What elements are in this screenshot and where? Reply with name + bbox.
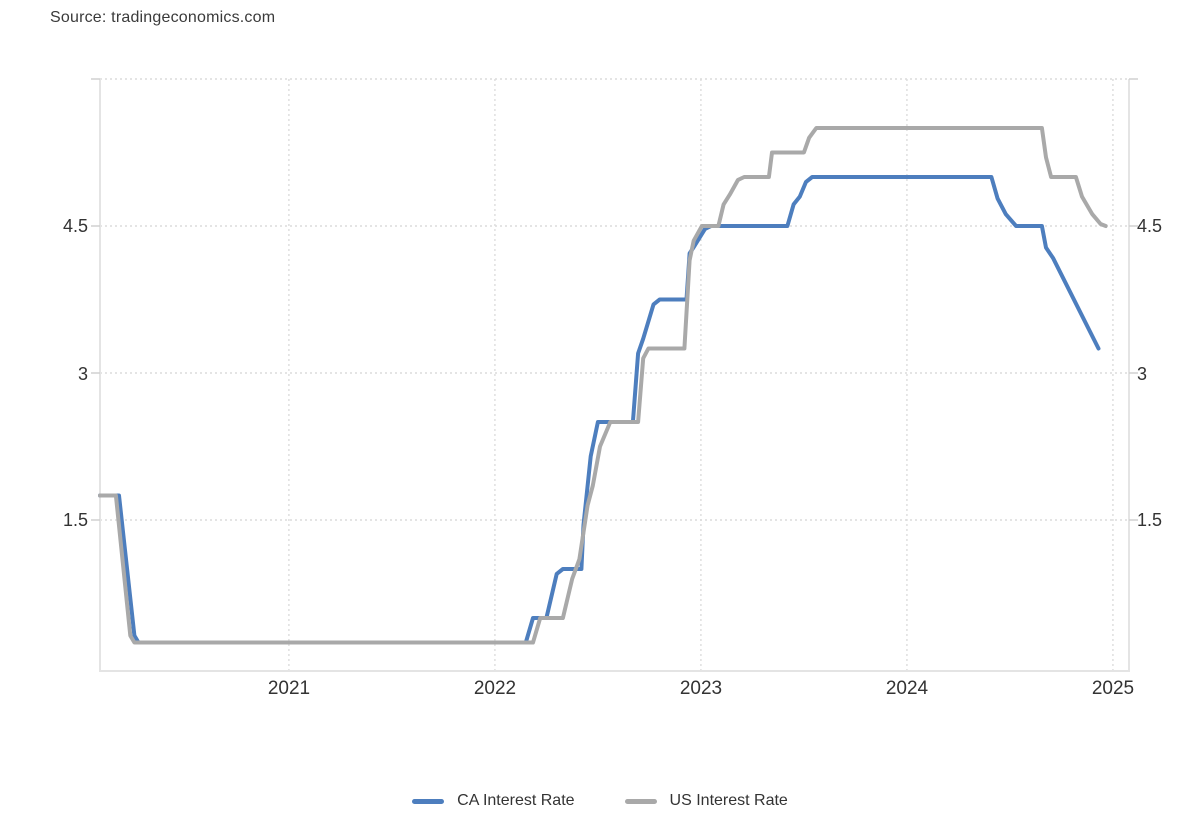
y-axis-label-left-3: 3 — [77, 364, 88, 384]
plot-area[interactable] — [0, 0, 1200, 770]
legend-item-ca[interactable]: CA Interest Rate — [412, 792, 575, 810]
legend-label-ca: CA Interest Rate — [457, 792, 575, 809]
series-line-ca[interactable] — [98, 175, 1101, 645]
x-axis-label-2023: 2023 — [679, 678, 723, 699]
us-series-dash-icon — [624, 798, 657, 804]
series-line-us[interactable] — [98, 126, 1108, 645]
source-label: Source: tradingeconomics.com — [50, 9, 276, 26]
x-axis-label-2021: 2021 — [267, 678, 311, 699]
legend: CA Interest Rate US Interest Rate — [0, 792, 1200, 810]
y-axis-label-right-3: 3 — [1137, 364, 1148, 384]
y-axis-label-left-4.5: 4.5 — [62, 216, 88, 236]
y-axis-label-right-1.5: 1.5 — [1137, 510, 1163, 530]
y-axis-label-left-1.5: 1.5 — [62, 510, 88, 530]
legend-item-us[interactable]: US Interest Rate — [624, 792, 788, 810]
x-axis-label-2022: 2022 — [473, 678, 517, 699]
legend-label-us: US Interest Rate — [669, 792, 788, 809]
x-axis-label-2024: 2024 — [885, 678, 929, 699]
y-axis-label-right-4.5: 4.5 — [1137, 216, 1163, 236]
x-axis-label-2025: 2025 — [1091, 678, 1135, 699]
ca-series-dash-icon — [412, 798, 445, 804]
